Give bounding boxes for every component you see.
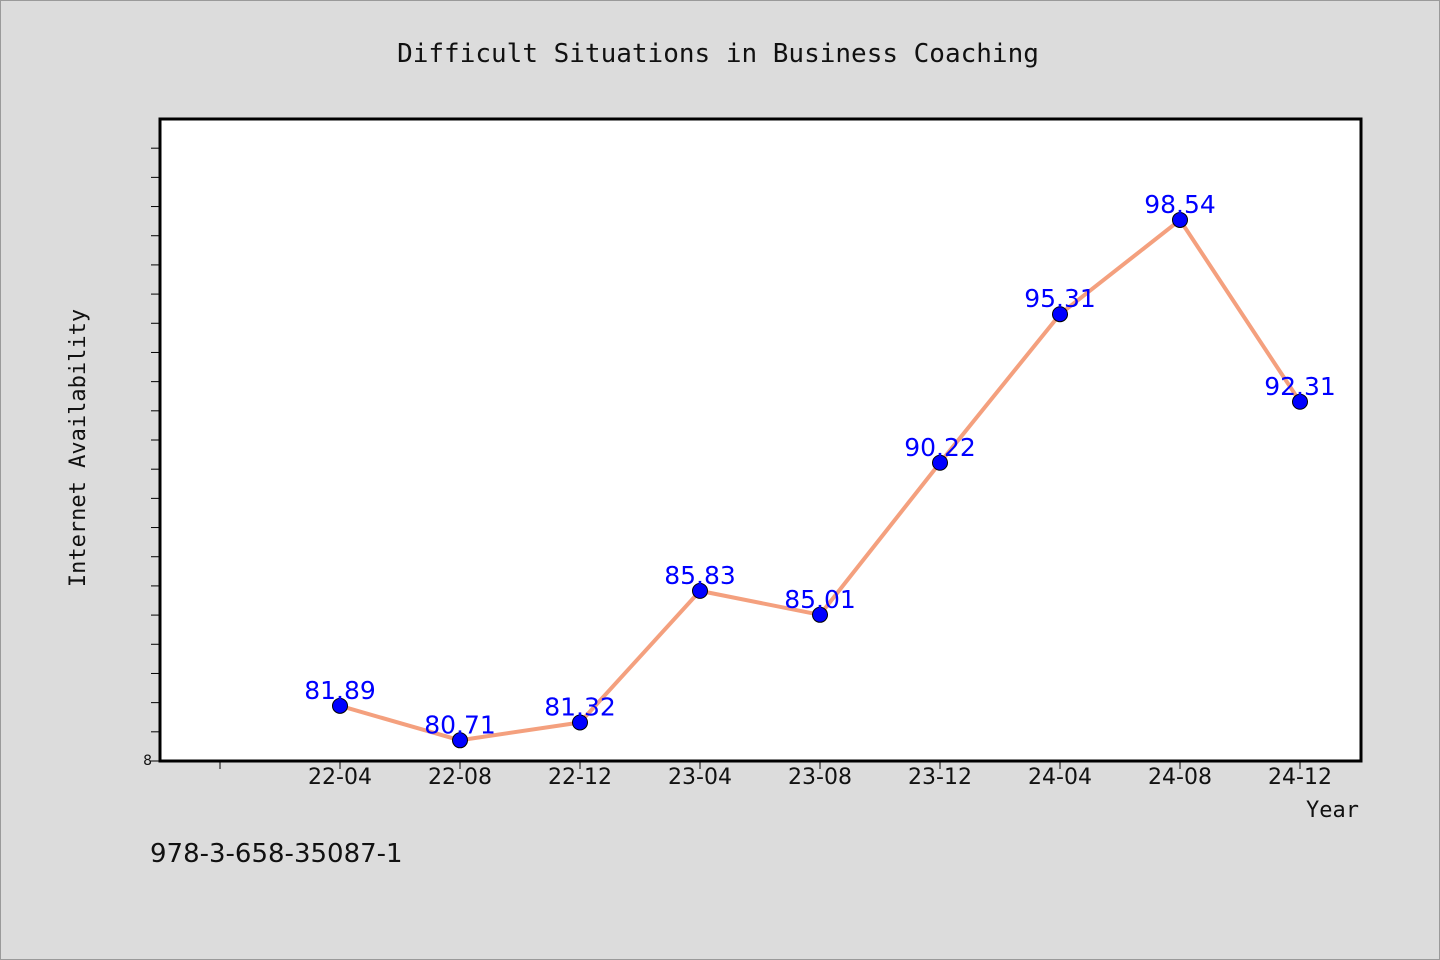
- data-label: 90.22: [904, 433, 976, 462]
- data-point: [692, 582, 708, 599]
- data-label: 95.31: [1024, 284, 1096, 313]
- x-tick-label: 24-08: [1148, 765, 1212, 790]
- x-tick-label: 24-04: [1028, 765, 1092, 790]
- data-label: 80.71: [424, 710, 496, 739]
- data-label: 92.31: [1264, 372, 1336, 401]
- footnote-isbn: 978-3-658-35087-1: [150, 839, 403, 869]
- data-point: [572, 714, 588, 731]
- data-label: 98.54: [1144, 190, 1216, 219]
- x-tick-label: 23-12: [908, 765, 972, 790]
- data-label: 85.83: [664, 561, 736, 590]
- data-point: [932, 454, 948, 471]
- data-point: [1052, 306, 1068, 323]
- x-axis-title: Year: [1306, 798, 1359, 823]
- x-axis-ticks: [219, 761, 1301, 769]
- x-tick-label: 23-08: [788, 765, 852, 790]
- y-axis-ticks: [151, 147, 160, 762]
- data-point: [1172, 211, 1188, 228]
- chart-title: Difficult Situations in Business Coachin…: [397, 39, 1039, 69]
- data-point: [812, 606, 828, 623]
- y-axis-min-label: 8: [143, 753, 152, 769]
- data-point: [332, 697, 348, 714]
- data-labels: 81.89 80.71 81.32 85.83 85.01 90.22 95.31 98.54…: [304, 190, 1336, 739]
- x-tick-label: 22-04: [308, 765, 372, 790]
- data-label: 81.89: [304, 676, 376, 705]
- x-tick-label: 22-12: [548, 765, 612, 790]
- x-tick-label: 23-04: [668, 765, 732, 790]
- data-label: 81.32: [544, 692, 616, 721]
- plot-area: [158, 117, 1363, 763]
- data-point: [452, 732, 468, 749]
- x-tick-labels: 22-04 22-08 22-12 23-04 23-08 23-12 24-04 24-08…: [308, 765, 1332, 790]
- x-tick-label: 22-08: [428, 765, 492, 790]
- x-tick-label: 24-12: [1268, 765, 1332, 790]
- data-point: [1292, 393, 1308, 410]
- y-axis-title: Internet Availability: [66, 309, 91, 587]
- data-markers: [332, 211, 1308, 749]
- data-label: 85.01: [784, 585, 856, 614]
